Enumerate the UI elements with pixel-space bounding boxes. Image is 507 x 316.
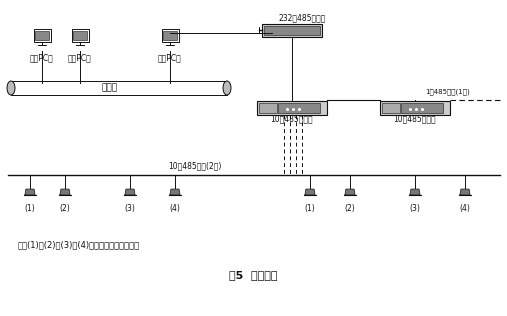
Polygon shape [60, 189, 70, 195]
Text: (1): (1) [25, 204, 35, 212]
FancyBboxPatch shape [277, 103, 319, 113]
Text: 图5  系统结构: 图5 系统结构 [229, 270, 277, 280]
FancyBboxPatch shape [380, 101, 450, 115]
Ellipse shape [223, 81, 231, 95]
FancyBboxPatch shape [264, 26, 320, 34]
Text: (4): (4) [459, 204, 470, 212]
FancyBboxPatch shape [73, 31, 87, 40]
Polygon shape [170, 189, 180, 195]
FancyBboxPatch shape [401, 103, 443, 113]
Polygon shape [345, 189, 355, 195]
Ellipse shape [7, 81, 15, 95]
Text: 10口485集线器: 10口485集线器 [271, 114, 313, 124]
Text: (2): (2) [60, 204, 70, 212]
FancyBboxPatch shape [33, 29, 51, 42]
Text: 客户PC机: 客户PC机 [68, 53, 92, 63]
FancyBboxPatch shape [162, 29, 178, 42]
Text: (4): (4) [169, 204, 180, 212]
FancyBboxPatch shape [262, 23, 322, 37]
FancyBboxPatch shape [35, 31, 49, 40]
Text: 客户PC机: 客户PC机 [30, 53, 54, 63]
Text: 232－485转换器: 232－485转换器 [278, 14, 325, 22]
Text: 通信PC机: 通信PC机 [158, 53, 182, 63]
Text: (1): (1) [305, 204, 315, 212]
Text: 10口485集线器: 10口485集线器 [394, 114, 437, 124]
Polygon shape [410, 189, 420, 195]
Polygon shape [460, 189, 470, 195]
Text: 以太网: 以太网 [102, 83, 118, 93]
FancyBboxPatch shape [257, 101, 327, 115]
FancyBboxPatch shape [163, 31, 177, 40]
Text: 注：(1)、(2)、(3)、(4)表示四种单片机节点。: 注：(1)、(2)、(3)、(4)表示四种单片机节点。 [18, 240, 140, 249]
Polygon shape [125, 189, 135, 195]
Text: (2): (2) [345, 204, 355, 212]
Text: 1路485总线(1级): 1路485总线(1级) [425, 89, 470, 95]
FancyBboxPatch shape [11, 81, 227, 95]
Text: (3): (3) [125, 204, 135, 212]
Polygon shape [305, 189, 315, 195]
FancyBboxPatch shape [382, 103, 400, 113]
Polygon shape [25, 189, 35, 195]
FancyBboxPatch shape [71, 29, 89, 42]
Text: 10路485总线(2级): 10路485总线(2级) [168, 161, 222, 171]
Text: (3): (3) [410, 204, 420, 212]
FancyBboxPatch shape [259, 103, 276, 113]
